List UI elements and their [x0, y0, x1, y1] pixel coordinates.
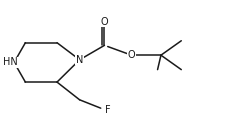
Text: O: O: [101, 17, 108, 27]
Text: O: O: [128, 50, 135, 60]
Text: N: N: [76, 55, 83, 65]
Text: HN: HN: [3, 57, 18, 67]
Text: F: F: [105, 105, 110, 115]
